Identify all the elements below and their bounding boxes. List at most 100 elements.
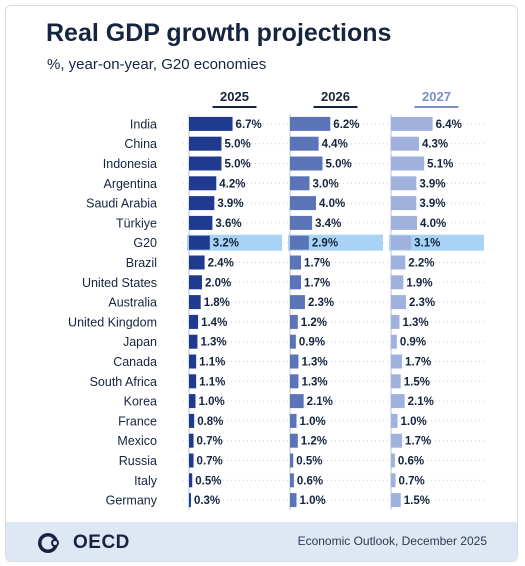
bar-2027 [391,116,433,131]
value-label: 1.1% [199,357,225,369]
bar-2027 [391,176,417,191]
bar-2026 [290,473,294,488]
bar-2027 [391,196,417,211]
value-label: 2.2% [408,258,434,270]
bar-2025 [189,215,213,230]
bar-2025 [189,314,199,329]
value-label: 1.2% [301,436,327,448]
bar-2027 [391,136,419,151]
value-label: 1.1% [199,376,225,388]
value-label: 0.5% [195,475,221,487]
value-label: 1.0% [300,495,326,507]
source-note: Economic Outlook, December 2025 [297,534,487,548]
value-label: 5.0% [225,159,251,171]
value-label: 1.7% [304,258,330,270]
category-label: Argentina [103,177,157,191]
value-label: 3.1% [414,238,440,250]
chart-subtitle: %, year-on-year, G20 economies [47,56,267,73]
bar-2025 [189,413,195,428]
bar-2027 [391,394,405,409]
bar-2026 [290,176,310,191]
bar-2027 [391,433,403,448]
column-header-2025: 2025 [220,89,249,104]
category-label: Russia [119,454,157,468]
category-label: Australia [108,296,157,310]
bar-2026 [290,295,305,310]
highlight-band [389,234,484,251]
bar-2026 [290,196,316,211]
value-label: 3.4% [315,218,341,230]
bar-2025 [189,176,217,191]
bar-2027 [391,235,412,250]
value-label: 1.0% [300,416,326,428]
bar-2026 [290,136,319,151]
category-label: Indonesia [103,157,157,171]
value-label: 1.9% [406,277,432,289]
value-label: 3.9% [419,198,445,210]
bar-2025 [189,275,202,290]
value-label: 0.5% [296,456,322,468]
category-label: France [118,414,157,428]
value-label: 5.1% [427,159,453,171]
value-label: 0.9% [299,337,325,349]
bar-2027 [391,334,397,349]
category-label: G20 [133,236,157,250]
value-label: 6.2% [333,119,359,131]
value-label: 1.5% [404,495,430,507]
oecd-logo-icon [38,533,59,553]
bar-2027 [391,314,400,329]
category-label: India [130,117,157,131]
highlight-band [187,234,282,251]
value-label: 1.3% [402,317,428,329]
bar-2026 [290,275,302,290]
bar-2027 [391,453,395,468]
category-label: Saudi Arabia [86,197,157,211]
footer: OECD Economic Outlook, December 2025 [6,522,517,561]
bar-2025 [189,235,210,250]
category-label: Korea [124,395,157,409]
value-label: 1.2% [301,317,327,329]
value-label: 0.8% [197,416,223,428]
column-header-2026: 2026 [321,89,350,104]
bar-2026 [290,374,299,389]
bar-2025 [189,156,222,171]
bar-2026 [290,433,298,448]
value-label: 3.0% [313,178,339,190]
category-label: Brazil [126,256,157,270]
bar-2025 [189,354,197,369]
value-label: 1.4% [201,317,227,329]
value-label: 1.0% [401,416,427,428]
value-label: 0.6% [398,456,424,468]
bar-2025 [189,255,205,270]
value-label: 0.9% [400,337,426,349]
value-label: 1.5% [404,376,430,388]
logo-text: OECD [73,532,130,553]
category-label: Japan [123,335,157,349]
category-label: Germany [106,494,158,508]
bar-2025 [189,295,201,310]
value-label: 0.7% [197,436,223,448]
bar-2025 [189,374,197,389]
value-label: 5.0% [225,139,251,151]
bar-chart: 2025 2026 2027 India China Indonesia Argentina… [68,89,484,510]
value-label: 4.3% [422,139,448,151]
value-label: 6.7% [236,119,262,131]
category-label: United States [82,276,157,290]
value-label: 5.0% [326,159,352,171]
value-label: 1.7% [405,436,431,448]
bar-2026 [290,116,331,131]
value-label: 2.3% [409,297,435,309]
bar-2027 [391,354,403,369]
bar-2027 [391,295,406,310]
bar-2026 [290,413,297,428]
value-label: 2.9% [312,238,338,250]
category-label: Türkiye [116,216,157,230]
category-label: Canada [113,355,157,369]
bar-2027 [391,215,417,230]
bar-2026 [290,354,299,369]
value-label: 1.3% [301,357,327,369]
bar-2026 [290,453,294,468]
value-label: 4.0% [420,218,446,230]
bar-2025 [189,493,191,508]
value-label: 4.4% [322,139,348,151]
